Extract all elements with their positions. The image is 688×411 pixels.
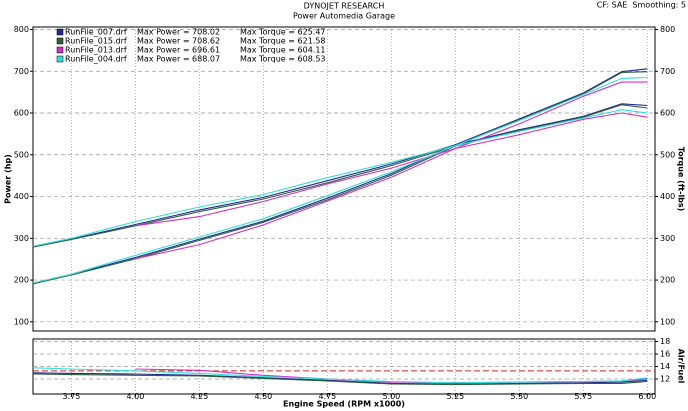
y-tick-label: 200 (14, 276, 29, 285)
y2-tick-label: 200 (660, 276, 675, 285)
legend-swatch (56, 37, 64, 45)
y-axis-label: Power (hp) (4, 154, 13, 204)
legend-power: Max Power = 708.62 (137, 37, 220, 46)
y2-tick-label: 16 (660, 350, 670, 359)
y-tick-label: 600 (14, 109, 29, 118)
x-tick-label: 4.00 (126, 392, 144, 401)
x-tick-label: 5.75 (574, 392, 592, 401)
afr-line (32, 373, 648, 386)
y2-tick-label: 600 (660, 109, 675, 118)
legend-torque: Max Torque = 604.11 (240, 46, 326, 55)
legend-power: Max Power = 688.07 (137, 55, 220, 64)
legend-swatch (56, 28, 64, 36)
legend-power: Max Power = 696.61 (137, 46, 220, 55)
torque-line (32, 103, 648, 248)
y2-tick-label: 300 (660, 234, 675, 243)
x-tick-label: 4.25 (190, 392, 208, 401)
afr-line (32, 372, 648, 385)
power-line (32, 71, 648, 285)
y2-axis-label: Torque (ft-lbs) (677, 147, 686, 212)
y-tick-label: 700 (14, 67, 29, 76)
plot-frame (32, 26, 656, 332)
legend-torque: Max Torque = 625.47 (240, 28, 326, 37)
x-tick-label: 3.75 (62, 392, 80, 401)
y-tick-label: 400 (14, 192, 29, 201)
y2-tick-label: 12 (660, 375, 670, 384)
chart-title: DYNOJET RESEARCH (304, 2, 385, 11)
legend-swatch (56, 46, 64, 54)
y-tick-label: 300 (14, 234, 29, 243)
y2-tick-label: 500 (660, 150, 675, 159)
power-line (32, 68, 648, 284)
chart-subtitle: Power Automedia Garage (293, 12, 395, 21)
legend-power: Max Power = 708.02 (137, 28, 220, 37)
y2-tick-label: 400 (660, 192, 675, 201)
x-tick-label: 4.75 (318, 392, 336, 401)
afr-line (32, 367, 648, 384)
x-axis-label: Engine Speed (RPM x1000) (283, 400, 405, 409)
power-line (135, 81, 648, 260)
legend-name: RunFile_015.drf (65, 37, 127, 46)
y2-tick-label: 700 (660, 67, 675, 76)
legend-swatch (56, 55, 64, 63)
y-tick-label: 100 (14, 317, 29, 326)
y2-tick-label: 100 (660, 317, 675, 326)
y-tick-label: 800 (14, 25, 29, 34)
legend-name: RunFile_004.drf (65, 55, 127, 64)
settings-label: CF: SAE Smoothing: 5 (597, 1, 686, 10)
power-line (32, 76, 648, 284)
x-tick-label: 6.00 (638, 392, 656, 401)
x-tick-label: 5.50 (510, 392, 528, 401)
x-tick-label: 5.00 (382, 392, 400, 401)
y-tick-label: 500 (14, 150, 29, 159)
x-tick-label: 4.50 (254, 392, 272, 401)
y2-tick-label: 14 (660, 362, 670, 371)
y2-tick-label: 18 (660, 337, 670, 346)
y2-tick-label: 800 (660, 25, 675, 34)
legend-name: RunFile_013.drf (65, 46, 127, 55)
torque-line (32, 104, 648, 248)
x-tick-label: 5.25 (446, 392, 464, 401)
afr-axis-label: Air/Fuel (677, 349, 686, 384)
legend-name: RunFile_007.drf (65, 28, 127, 37)
torque-line (32, 109, 648, 247)
legend-torque: Max Torque = 608.53 (240, 55, 326, 64)
legend-torque: Max Torque = 621.58 (240, 37, 326, 46)
